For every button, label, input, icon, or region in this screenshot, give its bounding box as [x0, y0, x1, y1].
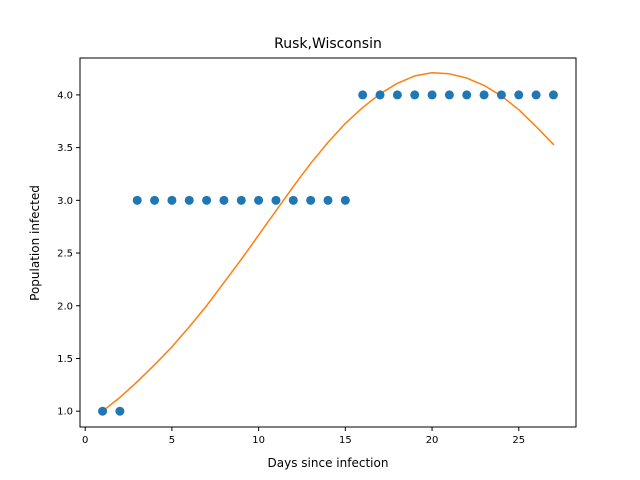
y-tick-label: 3.5 — [57, 143, 73, 154]
axes: 0 5 10 15 20 25 1.0 1.5 2.0 2.5 3.0 3.5 4.0 — [57, 57, 577, 446]
y-tick-label: 1.0 — [57, 407, 73, 418]
data-point — [444, 90, 454, 100]
y-tick-label: 3.0 — [57, 196, 73, 207]
y-tick-label: 1.5 — [57, 354, 73, 365]
data-point — [150, 195, 160, 205]
x-tick-label: 5 — [169, 435, 175, 446]
x-tick-label: 0 — [82, 435, 88, 446]
data-point — [219, 195, 229, 205]
data-point — [288, 195, 298, 205]
data-point — [184, 195, 194, 205]
y-tick-label: 2.0 — [57, 301, 73, 312]
data-point — [98, 406, 108, 416]
data-point — [340, 195, 350, 205]
data-point — [392, 90, 402, 100]
y-axis-label: Population infected — [28, 185, 42, 301]
x-axis-label: Days since infection — [268, 456, 389, 470]
chart-title: Rusk,Wisconsin — [274, 36, 382, 52]
y-tick-label: 4.0 — [57, 90, 73, 101]
data-point — [358, 90, 368, 100]
data-point — [375, 90, 385, 100]
x-tick-label: 15 — [339, 435, 352, 446]
data-point — [306, 195, 316, 205]
data-point — [496, 90, 506, 100]
data-point — [323, 195, 333, 205]
data-point — [236, 195, 246, 205]
data-point — [271, 195, 281, 205]
data-point — [410, 90, 420, 100]
data-point — [514, 90, 524, 100]
fit-line — [101, 72, 555, 412]
data-point — [167, 195, 177, 205]
data-point — [132, 195, 142, 205]
data-point — [427, 90, 437, 100]
data-point — [462, 90, 472, 100]
y-tick-label: 2.5 — [57, 249, 73, 260]
data-point — [479, 90, 489, 100]
data-point — [531, 90, 541, 100]
x-tick-label: 25 — [512, 435, 525, 446]
plot-area — [98, 72, 558, 416]
x-tick-label: 20 — [426, 435, 439, 446]
data-point — [254, 195, 264, 205]
data-point — [202, 195, 212, 205]
data-point — [548, 90, 558, 100]
data-point — [115, 406, 125, 416]
x-tick-label: 10 — [252, 435, 265, 446]
axes-frame — [79, 57, 577, 428]
